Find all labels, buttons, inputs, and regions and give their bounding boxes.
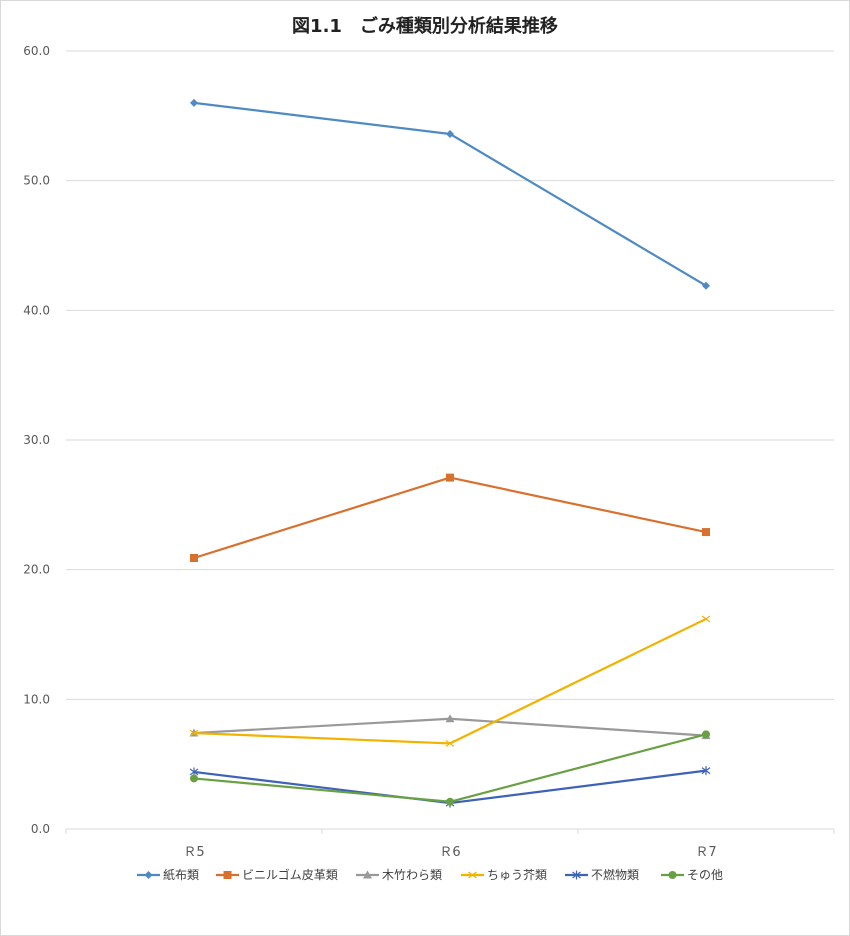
data-point xyxy=(468,871,477,879)
legend: 紙布類 ビニルゴム皮革類 木竹わら類 ちゅう芥類 不燃物類 その他 xyxy=(137,867,723,882)
data-point xyxy=(190,774,198,783)
data-point xyxy=(223,871,232,879)
gridlines xyxy=(66,50,834,700)
data-point xyxy=(702,730,710,739)
legend-item: ちゅう芥類 xyxy=(461,868,547,882)
y-axis-ticks: 0.0 10.0 20.0 30.0 40.0 50.0 60.0 xyxy=(23,44,50,836)
series-5 xyxy=(190,730,710,806)
x-tick-label: Ｒ6 xyxy=(439,845,460,860)
data-point xyxy=(363,870,372,879)
legend-label: ビニルゴム皮革類 xyxy=(242,867,338,882)
data-point xyxy=(445,739,455,747)
series-1 xyxy=(190,473,710,562)
data-point xyxy=(446,473,454,482)
data-point xyxy=(446,797,454,806)
y-tick-label: 30.0 xyxy=(23,433,50,447)
x-tick-label: Ｒ5 xyxy=(183,845,204,860)
data-point xyxy=(190,553,198,562)
data-point xyxy=(446,129,454,138)
legend-item: 不燃物類 xyxy=(565,867,639,882)
data-point xyxy=(701,766,711,776)
data-point xyxy=(572,870,581,880)
y-tick-label: 20.0 xyxy=(23,563,50,577)
y-tick-label: 40.0 xyxy=(23,303,50,317)
y-tick-label: 0.0 xyxy=(31,822,50,836)
series-0 xyxy=(190,98,710,290)
series-3 xyxy=(189,615,711,747)
series-group xyxy=(189,98,711,808)
legend-item: 木竹わら類 xyxy=(356,868,442,882)
y-tick-label: 60.0 xyxy=(23,44,50,58)
data-point xyxy=(702,281,710,290)
legend-label: 紙布類 xyxy=(163,867,199,882)
data-point xyxy=(668,871,677,879)
series-line xyxy=(193,617,707,745)
legend-item: その他 xyxy=(661,868,723,882)
legend-label: ちゅう芥類 xyxy=(487,868,547,882)
chart-title: 図1.1 ごみ種類別分析結果推移 xyxy=(292,16,558,37)
legend-item: ビニルゴム皮革類 xyxy=(216,867,338,882)
data-point xyxy=(445,714,455,723)
x-tick-label: Ｒ7 xyxy=(695,845,716,860)
y-tick-label: 10.0 xyxy=(23,692,50,706)
y-tick-label: 50.0 xyxy=(23,174,50,188)
data-point xyxy=(190,98,198,107)
series-line xyxy=(193,476,707,560)
data-point xyxy=(702,528,710,537)
legend-label: 不燃物類 xyxy=(591,867,639,882)
legend-item: 紙布類 xyxy=(137,867,199,882)
legend-label: その他 xyxy=(687,868,723,882)
legend-label: 木竹わら類 xyxy=(382,868,442,882)
x-axis: Ｒ5 Ｒ6 Ｒ7 xyxy=(65,828,835,860)
data-point xyxy=(189,729,199,737)
data-point xyxy=(144,871,153,879)
data-point xyxy=(701,615,711,623)
